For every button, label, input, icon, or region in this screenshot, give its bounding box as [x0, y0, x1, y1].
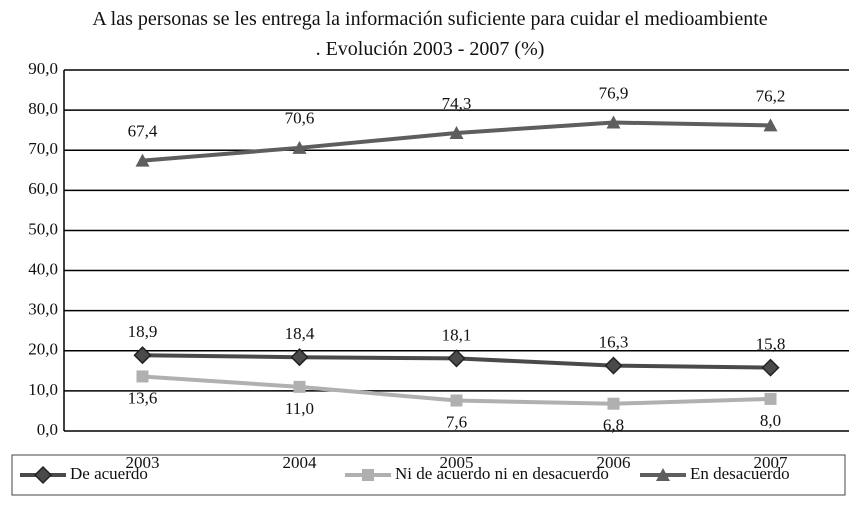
data-label: 15,8	[756, 335, 786, 354]
y-tick-label: 30,0	[28, 300, 58, 319]
data-label: 70,6	[285, 109, 315, 128]
data-point	[604, 356, 623, 375]
x-tick-label: 2006	[597, 453, 631, 472]
y-tick-label: 60,0	[28, 179, 58, 198]
data-label: 18,4	[285, 324, 315, 343]
data-point	[450, 394, 463, 407]
data-label: 13,6	[128, 388, 158, 407]
data-label: 74,3	[442, 94, 472, 113]
y-tick-label: 90,0	[28, 59, 58, 78]
x-tick-label: 2005	[440, 453, 474, 472]
data-label: 18,1	[442, 325, 472, 344]
y-tick-label: 80,0	[28, 99, 58, 118]
data-point	[292, 140, 307, 154]
legend-marker	[362, 469, 374, 481]
y-tick-label: 0,0	[37, 420, 58, 439]
legend-label: En desacuerdo	[690, 464, 790, 483]
legend-box	[11, 454, 846, 496]
data-label: 11,0	[285, 399, 314, 418]
data-label: 18,9	[128, 322, 158, 341]
data-point	[135, 153, 150, 167]
y-tick-label: 10,0	[28, 380, 58, 399]
data-point	[606, 115, 621, 129]
data-point	[136, 370, 149, 383]
y-tick-label: 20,0	[28, 340, 58, 359]
data-point	[761, 358, 780, 377]
chart-title: A las personas se les entrega la informa…	[92, 8, 768, 60]
x-tick-label: 2007	[754, 453, 789, 472]
data-point	[293, 380, 306, 393]
y-tick-label: 40,0	[28, 259, 58, 278]
data-point	[764, 392, 777, 405]
data-label: 76,9	[599, 83, 629, 102]
data-label: 7,6	[446, 412, 467, 431]
data-label: 8,0	[760, 411, 781, 430]
data-label: 76,2	[756, 86, 786, 105]
legend-label: De acuerdo	[70, 464, 148, 483]
data-point	[447, 349, 466, 368]
data-point	[449, 125, 464, 139]
data-label: 67,4	[128, 122, 158, 141]
data-point	[133, 346, 152, 365]
data-point	[290, 348, 309, 367]
x-tick-label: 2003	[126, 453, 160, 472]
x-tick-label: 2004	[283, 453, 318, 472]
data-label: 16,3	[599, 333, 629, 352]
legend-marker	[33, 465, 53, 485]
data-point	[763, 118, 778, 132]
data-label: 6,8	[603, 416, 624, 435]
y-tick-label: 50,0	[28, 219, 58, 238]
data-point	[607, 397, 620, 410]
legend-marker	[656, 468, 670, 481]
y-tick-label: 70,0	[28, 139, 58, 158]
legend-label: Ni de acuerdo ni en desacuerdo	[395, 464, 609, 483]
